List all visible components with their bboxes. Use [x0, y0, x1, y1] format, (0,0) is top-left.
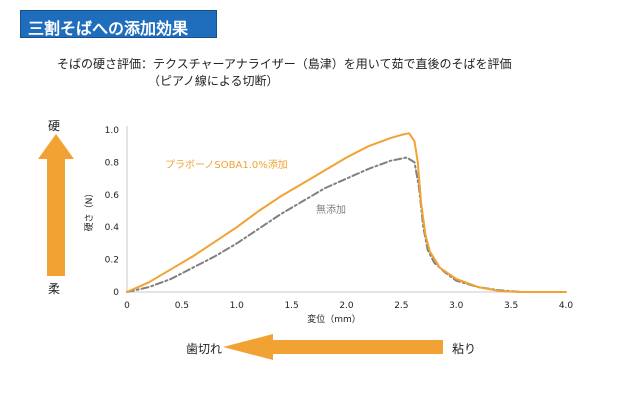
- y-tick-label: 1.0: [105, 126, 120, 136]
- series-label-prabono: プラボーノSOBA1.0%添加: [165, 158, 288, 171]
- description-line-1: そばの硬さ評価：テクスチャーアナライザー（島津）を用いて茹で直後のそばを評価: [57, 57, 512, 71]
- y-axis-title: 硬さ（N）: [84, 189, 95, 232]
- x-tick-label: 1.0: [230, 301, 245, 311]
- description-line-2: （ピアノ線による切断）: [148, 74, 279, 88]
- x-tick-label: 0: [124, 301, 130, 311]
- stickiness-label: 粘り: [452, 342, 477, 356]
- hard-label: 硬: [48, 119, 61, 133]
- y-tick-label: 0.6: [105, 191, 120, 201]
- crispness-label: 歯切れ: [186, 342, 223, 356]
- series-line-prabono: [126, 132, 567, 293]
- banner-title: 三割そばへの添加効果: [28, 19, 189, 38]
- x-tick-label: 1.5: [284, 301, 298, 311]
- y-tick-label: 0.8: [105, 158, 120, 168]
- texture-scale-arrow: [223, 334, 443, 360]
- series-label-no-additive: 無添加: [316, 203, 346, 216]
- soft-label: 柔: [48, 282, 61, 296]
- x-tick-label: 0.5: [175, 301, 189, 311]
- x-tick-label: 3.0: [449, 301, 464, 311]
- series-line-no-additive: [126, 156, 567, 293]
- x-tick-label: 3.5: [504, 301, 518, 311]
- y-tick-label: 0: [113, 288, 119, 298]
- y-tick-label: 0.4: [105, 223, 120, 233]
- y-tick-label: 0.2: [105, 256, 119, 266]
- x-tick-label: 4.0: [559, 301, 574, 311]
- x-tick-label: 2.0: [339, 301, 354, 311]
- x-tick-label: 2.5: [394, 301, 408, 311]
- title-banner: 三割そばへの添加効果: [20, 10, 217, 38]
- x-axis-title: 変位（mm）: [307, 313, 361, 325]
- hardness-scale-arrow: [38, 134, 74, 276]
